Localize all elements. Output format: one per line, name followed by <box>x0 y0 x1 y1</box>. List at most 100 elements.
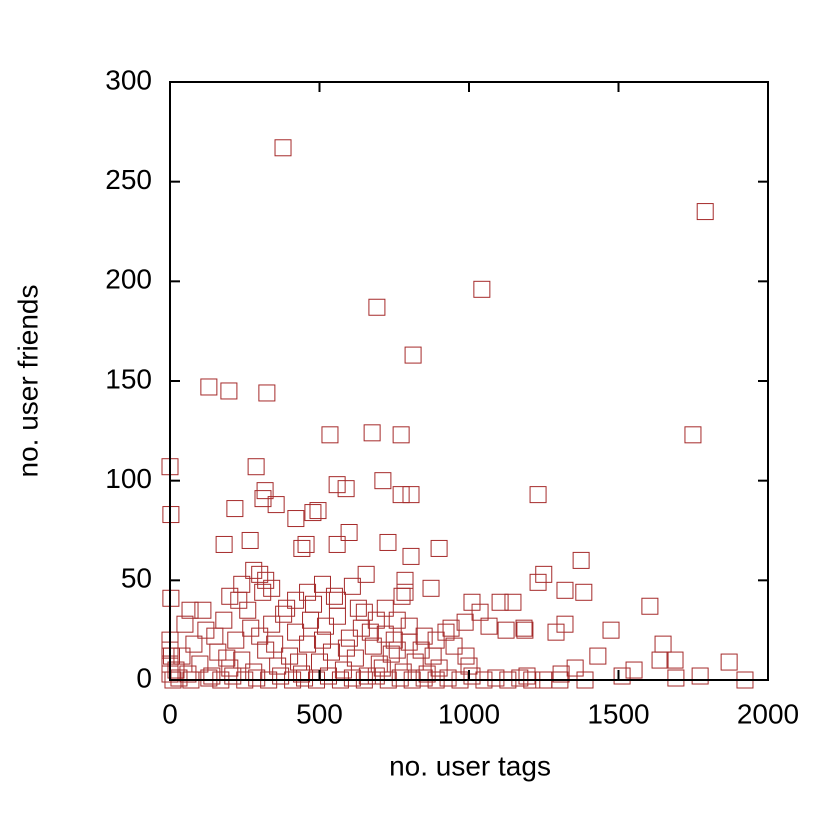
point <box>296 669 314 687</box>
y-tick-label: 250 <box>105 164 152 195</box>
point <box>197 621 215 639</box>
point <box>200 669 218 687</box>
point <box>185 635 203 653</box>
point <box>367 611 385 629</box>
point <box>556 581 574 599</box>
point <box>343 577 361 595</box>
point <box>176 615 194 633</box>
point <box>402 547 420 565</box>
point <box>666 651 684 669</box>
point <box>346 649 364 667</box>
point <box>349 599 367 617</box>
point <box>385 631 403 649</box>
point <box>203 667 221 685</box>
point <box>376 599 394 617</box>
y-tick-label: 0 <box>136 662 152 693</box>
x-tick-label: 1500 <box>587 698 649 729</box>
point <box>400 617 418 635</box>
point <box>215 535 233 553</box>
point <box>393 587 411 605</box>
point <box>248 669 266 687</box>
point <box>274 139 292 157</box>
point <box>552 665 570 683</box>
point <box>396 583 414 601</box>
point <box>287 623 305 641</box>
y-axis-label: no. user friends <box>12 285 43 478</box>
point <box>439 669 457 687</box>
point <box>340 523 358 541</box>
point <box>382 645 400 663</box>
point <box>361 623 379 641</box>
point <box>720 653 738 671</box>
point <box>529 573 547 591</box>
point <box>357 565 375 583</box>
point <box>404 346 422 364</box>
y-tick-label: 200 <box>105 264 152 295</box>
point <box>374 472 392 490</box>
point <box>427 631 445 649</box>
x-tick-label: 1000 <box>438 698 500 729</box>
point <box>396 571 414 589</box>
point <box>412 641 430 659</box>
point <box>696 203 714 221</box>
point <box>266 635 284 653</box>
point <box>422 579 440 597</box>
point <box>343 669 361 687</box>
point <box>179 665 197 683</box>
point <box>391 669 409 687</box>
point <box>269 657 287 675</box>
plot-frame <box>169 81 769 681</box>
point <box>226 500 244 518</box>
x-tick-label: 500 <box>296 698 343 729</box>
point <box>364 637 382 655</box>
point <box>293 665 311 683</box>
point <box>487 669 505 687</box>
point <box>340 629 358 647</box>
point <box>328 476 346 494</box>
point <box>233 651 251 669</box>
point <box>290 653 308 671</box>
point <box>418 665 436 683</box>
point <box>267 496 285 514</box>
point <box>191 655 209 673</box>
point <box>328 607 346 625</box>
point <box>251 565 269 583</box>
point <box>206 627 224 645</box>
point <box>430 539 448 557</box>
point <box>328 535 346 553</box>
point <box>254 490 272 508</box>
point <box>625 661 643 679</box>
point <box>209 643 227 661</box>
point <box>497 621 515 639</box>
point <box>572 551 590 569</box>
point <box>392 486 410 504</box>
point <box>272 667 290 685</box>
point <box>299 635 317 653</box>
point <box>328 591 346 609</box>
point <box>305 595 323 613</box>
point <box>654 635 672 653</box>
point <box>602 621 620 639</box>
point <box>233 575 251 593</box>
point <box>227 631 245 649</box>
point <box>245 561 263 579</box>
point <box>511 669 529 687</box>
point <box>275 605 293 623</box>
point <box>376 625 394 643</box>
point <box>480 617 498 635</box>
point <box>304 504 322 522</box>
point <box>641 597 659 615</box>
point <box>392 426 410 444</box>
point <box>220 382 238 400</box>
point <box>257 641 275 659</box>
point <box>239 601 257 619</box>
point <box>442 619 460 637</box>
point <box>667 669 685 687</box>
point <box>194 601 212 619</box>
point <box>247 458 265 476</box>
point <box>313 575 331 593</box>
point <box>358 667 376 685</box>
point <box>263 579 281 597</box>
point <box>221 587 239 605</box>
